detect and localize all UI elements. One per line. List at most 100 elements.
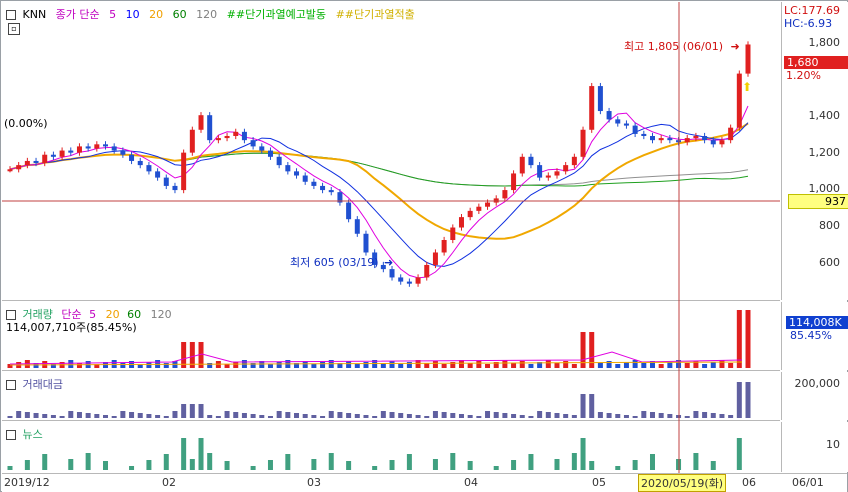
candlestick-chart[interactable] — [2, 2, 780, 300]
volume-bar — [137, 364, 143, 368]
volume-bar — [311, 364, 317, 368]
candle-body — [24, 160, 30, 166]
collapse-box-icon[interactable] — [6, 310, 16, 320]
date-x-axis[interactable]: 2019/12 02 03 04 05 2020/05/19(화) 06 06/… — [2, 473, 847, 492]
volume-bar — [68, 360, 74, 368]
legend-ma-type[interactable]: 종가 단순 — [55, 8, 100, 21]
candle-body — [658, 138, 664, 141]
candle-body — [7, 169, 13, 172]
legend-ma10[interactable]: 10 — [125, 8, 140, 21]
volume-bar — [693, 361, 699, 368]
candle-body — [59, 150, 65, 157]
amount-bar — [285, 412, 291, 418]
amount-bar — [42, 414, 48, 418]
volume-bar — [146, 362, 152, 368]
vol-legend-5[interactable]: 5 — [89, 308, 97, 321]
volume-bar — [259, 361, 265, 368]
candle-body — [519, 156, 525, 174]
candle-body — [458, 217, 464, 228]
news-y-axis[interactable]: 10 — [781, 422, 848, 472]
candle-body — [745, 44, 751, 74]
amount-bar — [710, 413, 716, 418]
candle-body — [146, 165, 152, 172]
settings-box-icon[interactable]: ▫ — [8, 23, 20, 35]
volume-bar — [7, 364, 13, 368]
candle-body — [50, 154, 56, 157]
amount-bar — [33, 413, 39, 418]
ma20-line — [9, 122, 749, 240]
volume-y-axis[interactable]: 114,008K 85.45% — [781, 302, 848, 370]
candle-body — [563, 165, 569, 172]
news-bar — [406, 454, 412, 470]
news-pane[interactable]: 뉴스 — [2, 422, 780, 472]
candle-body — [693, 136, 699, 139]
collapse-box-icon[interactable] — [6, 430, 16, 440]
volume-ma5-line — [9, 351, 743, 365]
candle-body — [285, 165, 291, 172]
vol-legend-60[interactable]: 60 — [127, 308, 142, 321]
candle-body — [406, 281, 412, 284]
trade-amount-chart[interactable] — [2, 372, 780, 420]
volume-bar — [615, 364, 621, 368]
amount-bar — [537, 411, 543, 418]
vol-legend-20[interactable]: 20 — [105, 308, 120, 321]
vol-legend-120[interactable]: 120 — [150, 308, 172, 321]
price-pane[interactable]: KNN 종가 단순 5 10 20 60 120 ##단기과열예고발동 ##단기… — [2, 2, 780, 301]
volume-bar — [728, 363, 734, 368]
candle-body — [241, 131, 247, 141]
candle-body — [302, 175, 308, 182]
news-count-chart[interactable] — [2, 422, 780, 472]
volume-bar — [606, 361, 612, 368]
amount-bar — [632, 416, 638, 418]
news-bar — [736, 438, 742, 470]
candle-body — [215, 138, 221, 141]
news-bar — [589, 461, 595, 470]
amount-bar — [676, 415, 682, 418]
amount-bar — [198, 404, 204, 418]
volume-bar — [346, 361, 352, 368]
news-bar — [181, 438, 187, 470]
volume-bar — [580, 332, 586, 368]
candle-body — [198, 115, 204, 130]
legend-ma60[interactable]: 60 — [172, 8, 187, 21]
amount-bar — [146, 414, 152, 418]
volume-bar — [76, 363, 82, 368]
collapse-box-icon[interactable] — [6, 380, 16, 390]
volume-bar — [745, 310, 751, 368]
candle-body — [103, 144, 109, 147]
volume-chart[interactable] — [2, 302, 780, 370]
crosshair-date-label: 2020/05/19(화) — [638, 474, 727, 492]
news-bar — [632, 460, 638, 470]
amount-bar — [59, 416, 65, 418]
volume-ma20-line — [9, 361, 743, 366]
amount-bar — [241, 413, 247, 418]
amount-y-axis[interactable]: 200,000 — [781, 372, 848, 420]
news-bar — [571, 453, 577, 470]
signal-overheat-designation[interactable]: ##단기과열적출 — [335, 8, 415, 21]
legend-ma20[interactable]: 20 — [149, 8, 164, 21]
news-bar — [163, 454, 169, 470]
volume-bar — [233, 362, 239, 368]
news-bar — [85, 453, 91, 470]
trade-amount-pane[interactable]: 거래대금 — [2, 372, 780, 421]
amount-bar — [129, 412, 135, 418]
legend-ma5[interactable]: 5 — [109, 8, 117, 21]
volume-bar — [502, 360, 508, 368]
ma10-line — [9, 122, 749, 267]
collapse-box-icon[interactable] — [6, 10, 16, 20]
start-change-label: (0.00%) — [4, 117, 48, 130]
candle-body — [554, 171, 560, 176]
amount-bar — [181, 404, 187, 418]
candle-body — [702, 136, 708, 141]
amount-bar — [276, 411, 282, 418]
volume-pane[interactable]: 거래량 단순 5 20 60 120 114,007,710주(85.45%) — [2, 302, 780, 371]
volume-bar — [363, 362, 369, 368]
candle-body — [641, 133, 647, 136]
vol-legend-type[interactable]: 단순 — [61, 308, 82, 321]
price-y-axis[interactable]: LC:177.69 HC:-6.93 1,800 1,680 1.20% 1,4… — [781, 2, 848, 300]
news-ytick: 10 — [826, 438, 840, 451]
signal-overheat-warning[interactable]: ##단기과열예고발동 — [226, 8, 327, 21]
candle-body — [354, 219, 360, 234]
volume-bar — [528, 364, 534, 368]
legend-ma120[interactable]: 120 — [196, 8, 218, 21]
